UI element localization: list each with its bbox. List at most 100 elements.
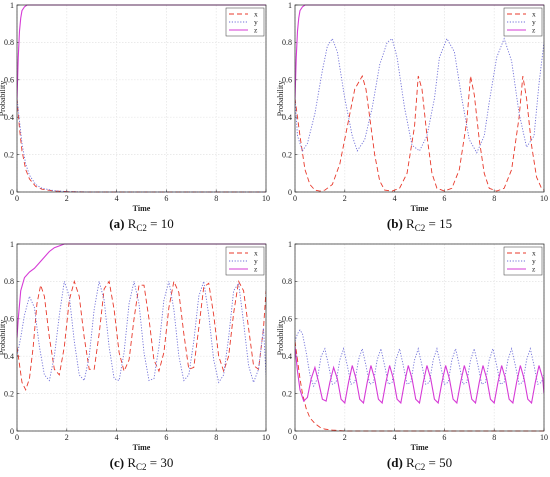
y-tick-label: 0.8 (282, 38, 292, 47)
legend-label-x: x (254, 249, 258, 258)
caption-panel-letter: (d) (387, 455, 406, 470)
y-axis-label: Probability (276, 81, 285, 117)
caption-value: = 30 (147, 455, 174, 470)
x-axis-label: Time (411, 204, 429, 213)
legend-label-y: y (254, 257, 258, 266)
x-tick-label: 6 (442, 433, 446, 442)
y-tick-label: 0.6 (282, 76, 292, 85)
y-tick-label: 0.2 (4, 150, 14, 159)
y-tick-label: 0.8 (282, 277, 292, 286)
plot-frame (294, 243, 545, 432)
y-tick-label: 0 (10, 188, 14, 197)
y-tick-label: 0.8 (4, 38, 14, 47)
x-tick-label: 8 (214, 433, 218, 442)
legend-label-y: y (254, 18, 258, 27)
x-tick-label: 4 (115, 194, 119, 203)
series-line-y (17, 281, 266, 384)
x-axis-label: Time (133, 204, 151, 213)
x-tick-label: 8 (492, 194, 496, 203)
legend: xyz (503, 246, 543, 276)
caption-value: = 15 (425, 216, 452, 231)
legend-label-z: z (254, 265, 258, 274)
series-line-x (295, 74, 544, 192)
caption-value: = 10 (147, 216, 174, 231)
legend-label-x: x (254, 10, 258, 19)
plot-area (17, 244, 266, 431)
chart-panel-1: 0 2 4 6 8 10 0 0.2 0.4 0.6 0.8 1 Time Probability xyz (… (0, 1, 270, 233)
caption-value: = 50 (425, 455, 452, 470)
y-tick-label: 0.6 (4, 315, 14, 324)
y-axis-label: Probability (0, 320, 7, 356)
x-axis-label: Time (411, 443, 429, 452)
x-tick-label: 2 (65, 194, 69, 203)
y-tick-label: 1 (288, 1, 292, 10)
chart-panel-3: 0 2 4 6 8 10 0 0.2 0.4 0.6 0.8 1 Time Probability xyz (… (0, 240, 270, 472)
y-tick-label: 0.2 (4, 389, 14, 398)
plot-frame (16, 243, 267, 432)
caption-subscript: C2 (415, 462, 426, 472)
y-tick-label: 0.2 (282, 389, 292, 398)
x-tick-label: 10 (540, 194, 548, 203)
legend-label-z: z (254, 26, 258, 35)
y-tick-label: 0 (10, 427, 14, 436)
x-tick-label: 2 (65, 433, 69, 442)
x-tick-label: 4 (393, 433, 397, 442)
caption-subscript: C2 (136, 462, 147, 472)
series-line-x (17, 279, 266, 392)
legend-box (503, 7, 543, 37)
y-tick-label: 0.6 (282, 315, 292, 324)
x-tick-label: 10 (262, 433, 270, 442)
x-tick-label: 0 (293, 433, 297, 442)
chart-panel-4: 0 2 4 6 8 10 0 0.2 0.4 0.6 0.8 1 Time Probability xyz (… (276, 240, 548, 472)
caption-panel-letter: (b) (387, 216, 406, 231)
y-tick-label: 0 (288, 188, 292, 197)
legend-label-z: z (532, 26, 536, 35)
y-tick-label: 0.2 (282, 150, 292, 159)
panel-caption: (c) RC2 = 30 (110, 455, 174, 472)
x-tick-label: 6 (164, 433, 168, 442)
legend-label-x: x (532, 249, 536, 258)
caption-subscript: C2 (415, 223, 426, 233)
caption-subscript: C2 (136, 223, 147, 233)
legend-box (225, 7, 265, 37)
y-axis-label: Probability (0, 81, 7, 117)
legend: xyz (225, 7, 265, 37)
caption-symbol: R (406, 216, 415, 231)
y-axis-label: Probability (276, 320, 285, 356)
x-tick-label: 2 (343, 194, 347, 203)
x-tick-label: 10 (540, 433, 548, 442)
x-tick-label: 10 (262, 194, 270, 203)
legend: xyz (503, 7, 543, 37)
legend-label-y: y (532, 257, 536, 266)
plot-frame (294, 4, 545, 193)
legend-label-x: x (532, 10, 536, 19)
y-tick-label: 0.4 (282, 352, 292, 361)
x-tick-label: 2 (343, 433, 347, 442)
y-tick-label: 0 (288, 427, 292, 436)
y-tick-label: 1 (288, 240, 292, 249)
series-line-x (295, 341, 544, 432)
y-tick-label: 1 (10, 1, 14, 10)
plot-area (295, 244, 544, 431)
series-line-y (295, 329, 544, 388)
x-tick-label: 8 (214, 194, 218, 203)
panel-caption: (b) RC2 = 15 (387, 216, 452, 233)
legend-label-z: z (532, 265, 536, 274)
y-tick-label: 0.4 (4, 113, 14, 122)
caption-symbol: R (128, 216, 137, 231)
legend-label-y: y (532, 18, 536, 27)
panel-caption: (a) RC2 = 10 (109, 216, 173, 233)
plot-area (17, 5, 266, 192)
series-line-z (295, 346, 544, 405)
y-tick-label: 0.8 (4, 277, 14, 286)
y-tick-label: 0.4 (282, 113, 292, 122)
chart-panel-2: 0 2 4 6 8 10 0 0.2 0.4 0.6 0.8 1 Time Probability xyz (… (276, 1, 548, 233)
y-tick-label: 0.6 (4, 76, 14, 85)
x-tick-label: 6 (164, 194, 168, 203)
legend-box (225, 246, 265, 276)
caption-symbol: R (406, 455, 415, 470)
x-axis-label: Time (133, 443, 151, 452)
x-tick-label: 4 (115, 433, 119, 442)
x-tick-label: 8 (492, 433, 496, 442)
